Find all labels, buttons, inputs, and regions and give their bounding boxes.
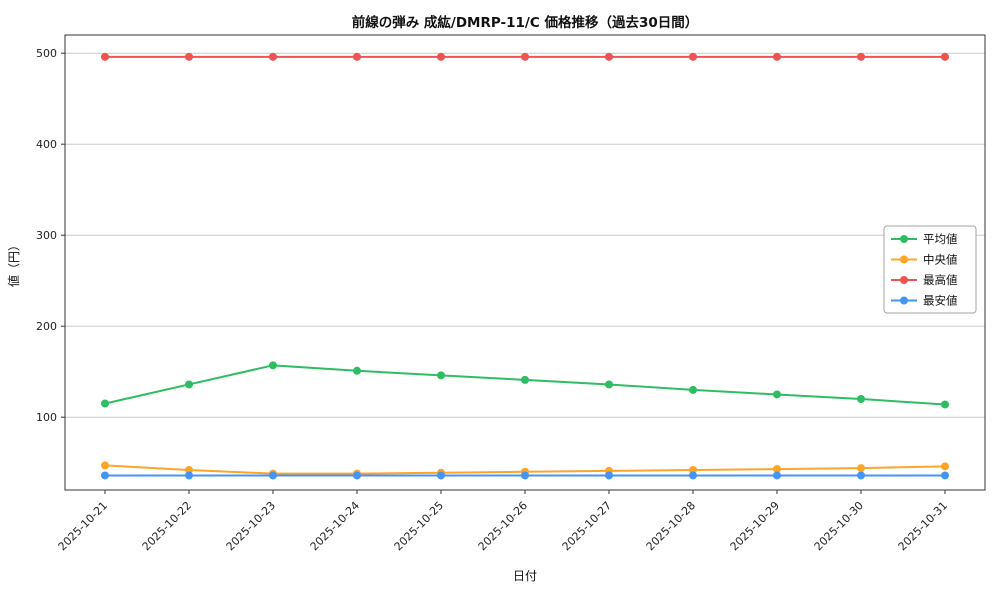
legend-marker [900, 296, 908, 305]
data-point [521, 375, 529, 384]
data-point [689, 52, 697, 61]
y-tick-label: 200 [36, 320, 57, 333]
data-point [773, 390, 781, 399]
data-point [269, 471, 277, 480]
data-point [857, 395, 865, 403]
legend-marker [900, 235, 908, 243]
data-point [353, 471, 361, 480]
data-point [521, 471, 529, 480]
x-tick-label: 2025-10-30 [812, 499, 866, 553]
legend-label: 最高値 [923, 273, 958, 287]
data-point [353, 366, 361, 375]
data-point [185, 52, 193, 61]
x-tick-label: 2025-10-21 [56, 499, 110, 553]
data-point [689, 385, 697, 394]
data-point [269, 52, 277, 61]
data-point [521, 52, 529, 61]
plot-layer: 100 200 300 400 500 2025-10-21 2025-10-22 2025-… [36, 34, 986, 553]
x-tick-label: 2025-10-31 [896, 499, 950, 553]
data-point [437, 371, 445, 380]
data-point [773, 465, 781, 474]
data-point [605, 471, 613, 480]
y-axis-label: 値（円） [6, 239, 21, 287]
x-tick-label: 2025-10-22 [140, 499, 194, 553]
data-point [101, 471, 109, 480]
data-point [101, 399, 109, 408]
x-tick-label: 2025-10-29 [728, 499, 782, 553]
data-point [437, 52, 445, 61]
data-point [101, 52, 109, 61]
legend-label: 最安値 [923, 294, 958, 308]
data-point [941, 52, 949, 61]
x-tick-label: 2025-10-28 [644, 499, 698, 553]
y-tick-label: 400 [36, 138, 57, 151]
legend-marker [900, 255, 908, 264]
data-point [773, 52, 781, 61]
data-point [605, 52, 613, 61]
x-tick-label: 2025-10-26 [476, 499, 530, 553]
y-tick-label: 100 [36, 411, 57, 424]
data-point [185, 380, 193, 389]
data-point [857, 471, 865, 480]
data-point [689, 471, 697, 480]
data-point [101, 461, 109, 470]
data-point [269, 361, 277, 370]
data-point [437, 471, 445, 480]
data-point [941, 471, 949, 480]
data-point [941, 462, 949, 471]
legend-marker [900, 276, 908, 284]
data-point [941, 400, 949, 409]
x-tick-label: 2025-10-27 [560, 499, 614, 553]
legend-label: 平均値 [923, 232, 958, 246]
x-axis-label: 日付 [513, 569, 537, 583]
y-tick-label: 500 [36, 47, 57, 60]
y-tick-label: 300 [36, 229, 57, 242]
legend-label: 中央値 [923, 253, 958, 267]
x-tick-label: 2025-10-25 [392, 499, 446, 553]
data-point [857, 52, 865, 61]
x-tick-label: 2025-10-23 [224, 499, 278, 553]
x-tick-label: 2025-10-24 [308, 499, 362, 553]
legend [883, 225, 977, 314]
data-point [857, 464, 865, 473]
data-point [353, 52, 361, 61]
data-point [605, 380, 613, 389]
chart-title: 前線の弾み 成紘/DMRP-11/C 価格推移（過去30日間） [352, 14, 699, 31]
plot-border [64, 34, 986, 491]
data-point [185, 471, 193, 480]
data-point [773, 471, 781, 480]
series-line-0 [104, 364, 946, 406]
